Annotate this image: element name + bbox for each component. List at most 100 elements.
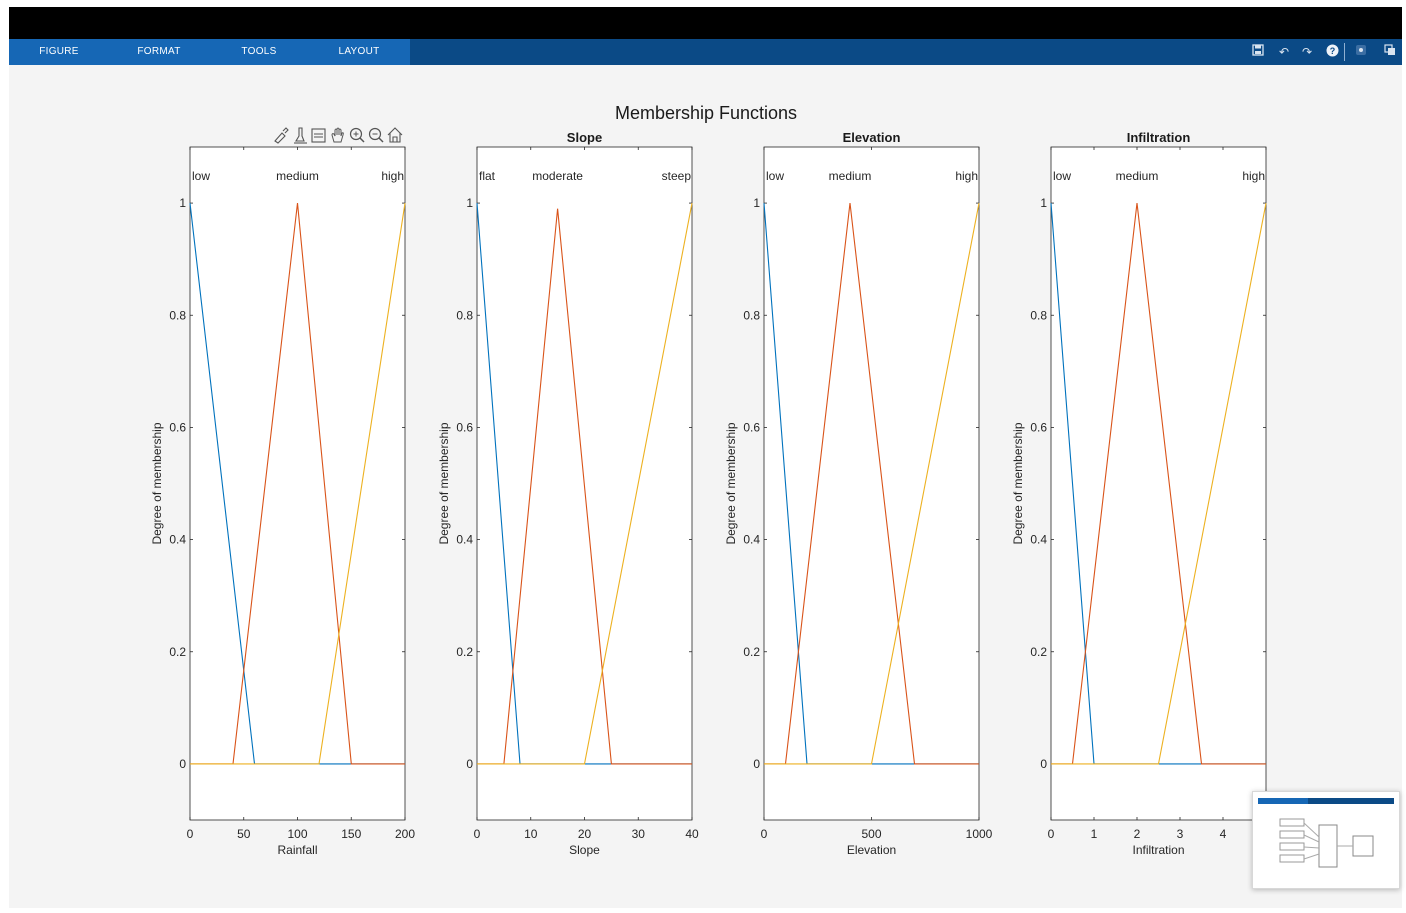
pan-icon[interactable] (331, 127, 344, 143)
thumbnail-connector (1303, 822, 1320, 838)
axes-3: 00.20.40.60.81012345InfiltrationDegree o… (1011, 130, 1270, 857)
x-tick-label: 500 (861, 827, 881, 841)
x-tick-label: 0 (1048, 827, 1055, 841)
y-tick-label: 0.4 (743, 533, 760, 547)
figure-toolstrip: FIGURE FORMAT TOOLS LAYOUT ↶ ↷ ? (9, 39, 1402, 65)
x-tick-label: 0 (761, 827, 768, 841)
brush-icon[interactable] (274, 127, 289, 144)
y-tick-label: 0 (1040, 757, 1047, 771)
thumbnail-connector (1303, 853, 1320, 860)
mf-label: high (381, 169, 404, 183)
thumbnail-preview (1258, 798, 1394, 868)
axes-container: 00.20.40.60.810 50 100 150 200RainfallDegree… (150, 130, 1270, 857)
thumbnail-block (1279, 830, 1305, 839)
y-tick-label: 0.6 (456, 420, 473, 434)
y-tick-label: 0.8 (169, 308, 186, 322)
zoom-in-icon[interactable] (349, 127, 365, 143)
x-tick-label: 0 (187, 827, 194, 841)
y-tick-label: 1 (466, 196, 473, 210)
x-tick-label: 10 (524, 827, 538, 841)
series-line-steep (477, 202, 693, 765)
thumbnail-toolbar (1258, 798, 1394, 804)
y-tick-label: 0.6 (1030, 420, 1047, 434)
y-tick-label: 1 (179, 196, 186, 210)
mf-label: high (955, 169, 978, 183)
y-tick-label: 0.6 (743, 420, 760, 434)
axes-2: 0 0.2 0.4 0.6 0.8 1 0 500 1000 Elevation Degree of… (724, 130, 993, 857)
home-icon[interactable] (387, 127, 403, 143)
y-tick-label: 0.2 (743, 645, 760, 659)
record-icon[interactable] (1353, 44, 1369, 60)
x-tick-label: 150 (341, 827, 361, 841)
window-title-bar (9, 7, 1402, 39)
datacursor-icon[interactable] (311, 128, 326, 143)
mf-label: low (192, 169, 210, 183)
y-tick-label: 0.2 (1030, 645, 1047, 659)
tab-tools[interactable]: TOOLS (241, 46, 277, 57)
thumbnail-connector (1303, 834, 1320, 843)
thumbnail-connector (1303, 846, 1320, 849)
y-tick-label: 0.2 (169, 645, 186, 659)
mf-label: flat (479, 169, 496, 183)
thumbnail-block (1352, 835, 1374, 857)
y-axis-label: Degree of membership (724, 422, 738, 544)
series-line-high (190, 203, 406, 765)
thumbnail-block (1318, 824, 1338, 868)
x-tick-label: 4 (1220, 827, 1227, 841)
save-icon[interactable] (1250, 44, 1266, 60)
y-tick-label: 0.4 (1030, 533, 1047, 547)
x-axis-label: Rainfall (277, 843, 317, 857)
data-tips-icon[interactable] (294, 127, 307, 144)
y-tick-label: 0.6 (169, 420, 186, 434)
mf-label: medium (829, 169, 872, 183)
undock-icon[interactable] (1382, 44, 1398, 60)
y-tick-label: 0 (179, 757, 186, 771)
plot-area (189, 146, 406, 821)
x-axis-label: Infiltration (1132, 843, 1184, 857)
mf-label: medium (1116, 169, 1159, 183)
x-tick-label: 40 (685, 827, 699, 841)
tab-format[interactable]: FORMAT (137, 46, 181, 57)
y-tick-label: 0 (753, 757, 760, 771)
axes-title: Infiltration (1127, 130, 1191, 145)
y-axis-label: Degree of membership (437, 422, 451, 544)
mf-label: low (766, 169, 784, 183)
axes-toolbar (274, 127, 403, 144)
plot-area (763, 146, 980, 821)
y-tick-label: 0 (466, 757, 473, 771)
x-tick-label: 20 (578, 827, 592, 841)
y-tick-label: 0.8 (1030, 308, 1047, 322)
x-tick-label: 3 (1177, 827, 1184, 841)
help-icon[interactable]: ? (1324, 44, 1340, 60)
y-tick-label: 0.4 (169, 533, 186, 547)
x-tick-label: 200 (395, 827, 415, 841)
thumbnail-block (1279, 818, 1305, 827)
screenshot-thumbnail[interactable] (1252, 791, 1400, 889)
series-line-high (764, 202, 980, 765)
tab-figure[interactable]: FIGURE (39, 46, 79, 57)
toolbar-separator (1344, 43, 1345, 61)
figure-super-title: Membership Functions (615, 103, 797, 123)
thumbnail-block (1279, 854, 1305, 863)
axes-0: 0 0.2 0.4 0.6 0.8 1 0 50 100 150 200 Rainfall Degree… (150, 146, 415, 857)
tab-layout[interactable]: LAYOUT (338, 46, 380, 57)
y-axis-label: Degree of membership (150, 422, 164, 544)
undo-icon[interactable]: ↶ (1278, 45, 1290, 59)
x-tick-label: 50 (237, 827, 251, 841)
mf-label: high (1242, 169, 1265, 183)
x-tick-label: 30 (632, 827, 646, 841)
y-tick-label: 1 (753, 196, 760, 210)
zoom-out-icon[interactable] (368, 127, 384, 143)
axes-title: Elevation (843, 130, 901, 145)
redo-icon[interactable]: ↷ (1301, 45, 1313, 59)
y-tick-label: 0.8 (456, 308, 473, 322)
x-axis-label: Elevation (847, 843, 896, 857)
x-tick-label: 0 (474, 827, 481, 841)
thumbnail-block (1279, 842, 1305, 851)
y-tick-label: 0.2 (456, 645, 473, 659)
x-tick-label: 1000 (966, 827, 993, 841)
svg-text:?: ? (1329, 46, 1335, 56)
x-tick-label: 100 (287, 827, 307, 841)
series-line-high (1051, 202, 1267, 765)
